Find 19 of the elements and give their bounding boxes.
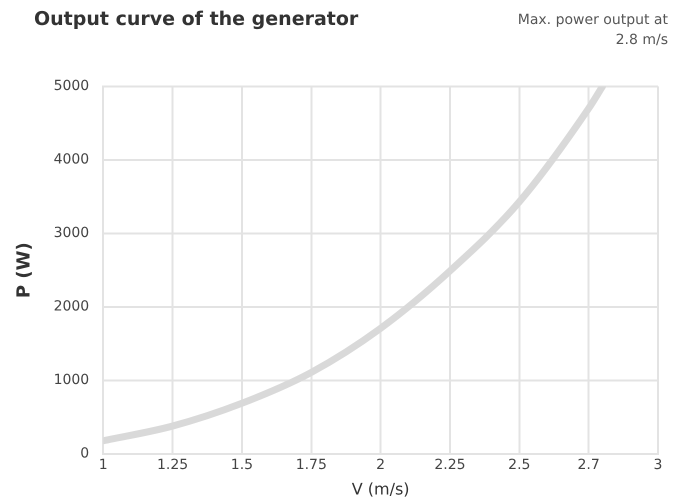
x-tick-label: 2.5	[508, 457, 530, 474]
x-tick-label: 1.75	[296, 457, 327, 474]
x-tick-label: 3	[654, 457, 662, 474]
text: Max. power output at 2.8 m/s	[516, 11, 668, 50]
x-tick-label: 1.25	[156, 457, 188, 474]
y-tick-label: 2000	[54, 298, 90, 315]
y-axis-title: P (W)	[13, 242, 34, 298]
x-tick-label: 1	[98, 457, 108, 474]
y-tick-label: 0	[80, 446, 90, 462]
y-tick-label: 1000	[54, 372, 90, 388]
y-tick-label: 3000	[54, 225, 90, 242]
x-axis-title: V (m/s)	[352, 480, 410, 499]
y-tick-label: 4000	[54, 152, 90, 168]
x-tick-label: 2	[376, 457, 386, 474]
y-tick-label: 5000	[54, 78, 90, 94]
chart-title: Output curve of the generator	[34, 8, 358, 30]
x-tick-label: 2.25	[434, 457, 466, 474]
x-tick-label: 1.5	[230, 457, 254, 474]
x-tick-label: 2.7	[578, 457, 600, 474]
